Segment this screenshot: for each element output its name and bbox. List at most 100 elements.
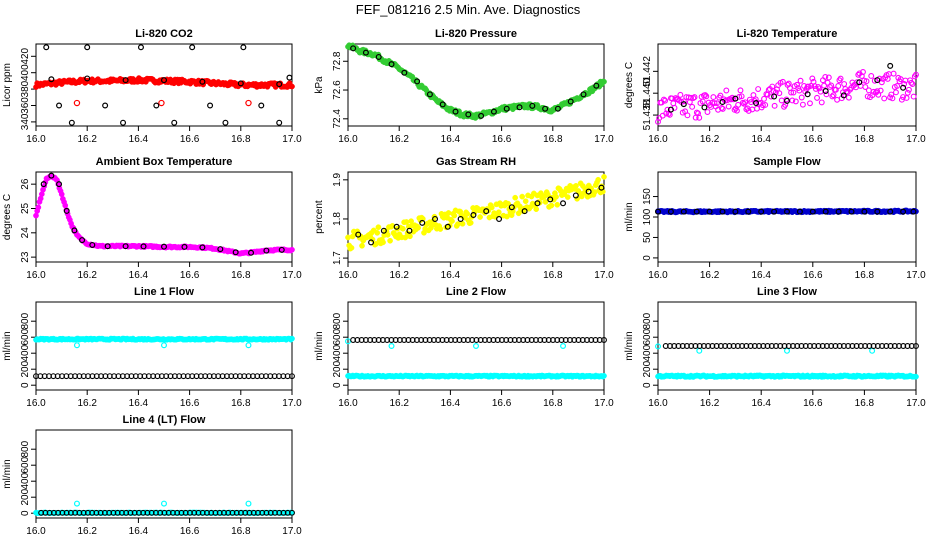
panel-2-avg-point-4 xyxy=(732,95,739,102)
panel-1-avg-point-8 xyxy=(452,108,459,115)
panel-2-raw-point-135 xyxy=(814,94,820,101)
panel-0-ytick-label-0: 340 xyxy=(20,113,31,130)
panel-3-avg-point-8 xyxy=(122,243,129,250)
panel-2-xtick-label-1: 16.2 xyxy=(700,134,720,145)
panel-5-xtick-label-2: 16.4 xyxy=(751,270,771,281)
panel-2-raw-point-99 xyxy=(771,102,778,109)
panel-0-xtick-label-3: 16.6 xyxy=(180,134,200,145)
panel-2-raw-point-71 xyxy=(738,93,745,100)
panel-4-raw-point-219 xyxy=(601,174,607,180)
panel-4-raw-point-86 xyxy=(445,210,452,216)
panel-2-raw-point-219 xyxy=(913,71,919,78)
panel-4-avg-point-10 xyxy=(483,208,490,215)
panel-4-raw-point-21 xyxy=(369,236,376,243)
panel-4-ylabel: percent xyxy=(314,200,325,234)
panel-2-raw-point-77 xyxy=(745,107,752,114)
panel-3-avg-point-15 xyxy=(248,249,255,256)
panel-2-raw-point-19 xyxy=(677,91,684,98)
panel-1-ylabel: kPa xyxy=(314,76,325,94)
panel-4-raw-point-89 xyxy=(449,218,455,224)
panel-2-avg-point-10 xyxy=(840,92,847,99)
panel-6-ytick-label-4: 800 xyxy=(20,312,31,329)
panel-2-frame xyxy=(657,43,917,127)
panel-0-avg-scatter-point-6 xyxy=(137,44,144,51)
panel-8-black-high-point-53 xyxy=(887,343,894,349)
panel-2-raw-point-55 xyxy=(719,105,726,112)
panel-0-avg-scatter-point-2 xyxy=(68,119,75,126)
panel-2-raw-point-120 xyxy=(796,87,803,94)
panel-3-avg-point-13 xyxy=(217,246,224,253)
panel-2-avg-point-14 xyxy=(900,84,907,91)
panel-1-avg-point-13 xyxy=(516,104,523,111)
panel-7-cyan-dips-point-1 xyxy=(388,343,395,350)
panel-2-avg-point-2 xyxy=(701,104,708,111)
panel-2-raw-point-136 xyxy=(815,83,822,90)
panel-9-ytick-label-0: 0 xyxy=(20,510,31,516)
panel-6-frame xyxy=(35,301,293,391)
panel-8-black-high-point-4 xyxy=(679,343,686,349)
panel-2-ytick-label-1: 51.440 xyxy=(642,77,653,108)
panel-8-black-high-point-57 xyxy=(904,343,911,349)
panel-4-xtick-label-2: 16.4 xyxy=(441,270,461,281)
panel-3-ytick-label-3: 26 xyxy=(20,178,31,190)
panel-2-raw-point-129 xyxy=(807,100,813,107)
panel-9-ytick-label-3: 600 xyxy=(20,456,31,473)
panel-8-black-high-point-40 xyxy=(832,343,839,349)
panel-8-xtick-label-4: 16.8 xyxy=(855,398,875,409)
panel-3-avg-point-5 xyxy=(79,237,86,244)
panel-2-raw-point-91 xyxy=(762,101,769,108)
panel-2-title: Li-820 Temperature xyxy=(737,28,838,40)
panel-4-raw-point-12 xyxy=(359,242,365,249)
panel-1-xtick-label-3: 16.6 xyxy=(492,134,512,145)
panel-3-raw-point-219 xyxy=(289,246,295,253)
panel-2-raw-point-155 xyxy=(837,75,844,82)
panel-5-avg-point-7 xyxy=(745,208,752,215)
panel-5-avg-point-11 xyxy=(796,208,803,215)
panel-1-avg-point-14 xyxy=(529,102,536,109)
panel-4-avg-point-14 xyxy=(534,200,541,207)
panel-9-xtick-label-1: 16.2 xyxy=(77,526,97,537)
panel-4-avg-point-1 xyxy=(368,239,375,246)
panel-2-raw-point-142 xyxy=(822,73,829,80)
panel-8-black-high-point-23 xyxy=(760,343,767,349)
panel-4-raw-point-25 xyxy=(374,229,381,236)
panel-2-xtick-label-5: 17.0 xyxy=(906,134,926,145)
panel-0-xtick-label-5: 17.0 xyxy=(282,134,302,145)
panel-4-raw-point-161 xyxy=(533,206,540,212)
panel-6-ytick-label-2: 400 xyxy=(20,344,31,361)
panel-8-cyan-dips-point-1 xyxy=(696,347,703,354)
panel-2-raw-point-118 xyxy=(794,81,800,88)
panel-6-xtick-label-0: 16.0 xyxy=(26,398,46,409)
panel-5-avg-point-5 xyxy=(719,208,726,215)
panel-0-ylabel: Licor ppm xyxy=(2,63,13,107)
panel-7-frame xyxy=(347,301,605,391)
panel-8-ytick-label-3: 600 xyxy=(642,328,653,345)
panel-2-raw-point-152 xyxy=(834,96,841,103)
panel-3-avg-point-16 xyxy=(263,247,270,254)
panel-8-black-high-point-19 xyxy=(743,343,750,349)
panel-1-avg-point-1 xyxy=(362,49,369,56)
panel-8-ytick-label-1: 200 xyxy=(642,360,653,377)
panel-4-raw-point-113 xyxy=(477,214,483,220)
panel-4-raw-point-102 xyxy=(464,210,471,217)
panel-2-avg-point-12 xyxy=(874,77,881,84)
panel-7-xtick-label-5: 17.0 xyxy=(594,398,614,409)
panel-3-xtick-label-2: 16.4 xyxy=(129,270,149,281)
panel-2-avg-point-3 xyxy=(719,98,726,105)
panel-8-black-high-point-54 xyxy=(891,343,898,349)
panel-6-ytick-label-1: 200 xyxy=(20,360,31,377)
panel-0-xtick-label-4: 16.8 xyxy=(231,134,251,145)
panel-6-cyan-high-point-219 xyxy=(289,335,295,342)
panel-2-raw-point-137 xyxy=(816,85,823,92)
panel-0-xtick-label-1: 16.2 xyxy=(77,134,97,145)
panel-7-cyan-dips-point-0 xyxy=(345,338,352,345)
panel-3-avg-point-3 xyxy=(63,207,70,214)
panel-7-xtick-label-4: 16.8 xyxy=(543,398,563,409)
panel-3-ylabel: degrees C xyxy=(2,194,13,240)
panel-4-avg-point-12 xyxy=(508,204,515,211)
panel-8-ytick-label-2: 400 xyxy=(642,344,653,361)
panel-3-ytick-label-2: 25 xyxy=(20,202,31,214)
panel-7-ytick-label-3: 600 xyxy=(332,328,343,345)
panel-8-black-high-point-7 xyxy=(692,343,699,349)
panel-2-raw-point-41 xyxy=(703,93,710,100)
